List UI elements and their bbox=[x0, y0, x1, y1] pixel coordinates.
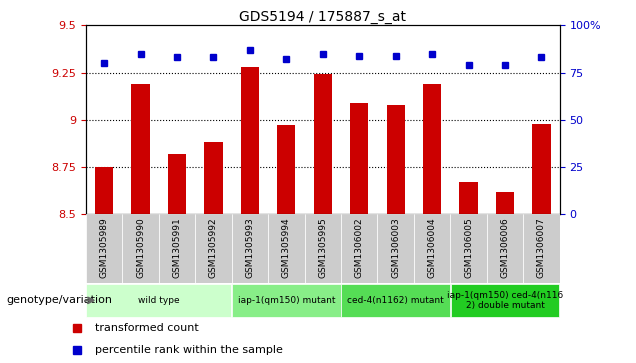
Bar bbox=[459, 182, 478, 214]
Text: GSM1305992: GSM1305992 bbox=[209, 218, 218, 278]
Bar bbox=[423, 84, 441, 214]
Text: GSM1306005: GSM1306005 bbox=[464, 218, 473, 278]
Bar bbox=[496, 192, 514, 214]
Text: GSM1306003: GSM1306003 bbox=[391, 218, 400, 278]
Text: transformed count: transformed count bbox=[95, 323, 198, 333]
Text: GSM1305994: GSM1305994 bbox=[282, 218, 291, 278]
Text: GSM1305995: GSM1305995 bbox=[318, 218, 328, 278]
Bar bbox=[487, 214, 523, 283]
Text: GSM1306002: GSM1306002 bbox=[355, 218, 364, 278]
Bar bbox=[241, 67, 259, 214]
Bar bbox=[523, 214, 560, 283]
Bar bbox=[387, 105, 404, 214]
Bar bbox=[232, 214, 268, 283]
Bar bbox=[195, 214, 232, 283]
Text: GSM1306006: GSM1306006 bbox=[501, 218, 509, 278]
Bar bbox=[532, 123, 551, 214]
Text: GSM1306004: GSM1306004 bbox=[427, 218, 436, 278]
Bar bbox=[414, 214, 450, 283]
Text: genotype/variation: genotype/variation bbox=[6, 295, 113, 305]
Text: GSM1306007: GSM1306007 bbox=[537, 218, 546, 278]
Bar bbox=[268, 214, 305, 283]
Bar bbox=[377, 214, 414, 283]
Text: percentile rank within the sample: percentile rank within the sample bbox=[95, 345, 282, 355]
Bar bbox=[95, 167, 113, 214]
Bar bbox=[305, 214, 341, 283]
Bar bbox=[168, 154, 186, 214]
Text: ced-4(n1162) mutant: ced-4(n1162) mutant bbox=[347, 296, 444, 305]
Bar bbox=[132, 84, 149, 214]
Text: iap-1(qm150) ced-4(n116
2) double mutant: iap-1(qm150) ced-4(n116 2) double mutant bbox=[447, 291, 563, 310]
Bar bbox=[341, 214, 377, 283]
Bar bbox=[277, 126, 296, 214]
Bar bbox=[122, 214, 159, 283]
Text: iap-1(qm150) mutant: iap-1(qm150) mutant bbox=[238, 296, 335, 305]
Bar bbox=[450, 214, 487, 283]
Bar bbox=[342, 284, 450, 317]
Title: GDS5194 / 175887_s_at: GDS5194 / 175887_s_at bbox=[239, 11, 406, 24]
Bar bbox=[314, 74, 332, 214]
Text: GSM1305991: GSM1305991 bbox=[172, 218, 181, 278]
Bar bbox=[159, 214, 195, 283]
Bar bbox=[204, 142, 223, 214]
Bar bbox=[451, 284, 559, 317]
Bar bbox=[350, 103, 368, 214]
Bar bbox=[86, 214, 122, 283]
Text: GSM1305989: GSM1305989 bbox=[100, 218, 109, 278]
Text: GSM1305993: GSM1305993 bbox=[245, 218, 254, 278]
Text: wild type: wild type bbox=[138, 296, 179, 305]
Bar bbox=[86, 284, 232, 317]
Bar bbox=[232, 284, 341, 317]
Text: GSM1305990: GSM1305990 bbox=[136, 218, 145, 278]
